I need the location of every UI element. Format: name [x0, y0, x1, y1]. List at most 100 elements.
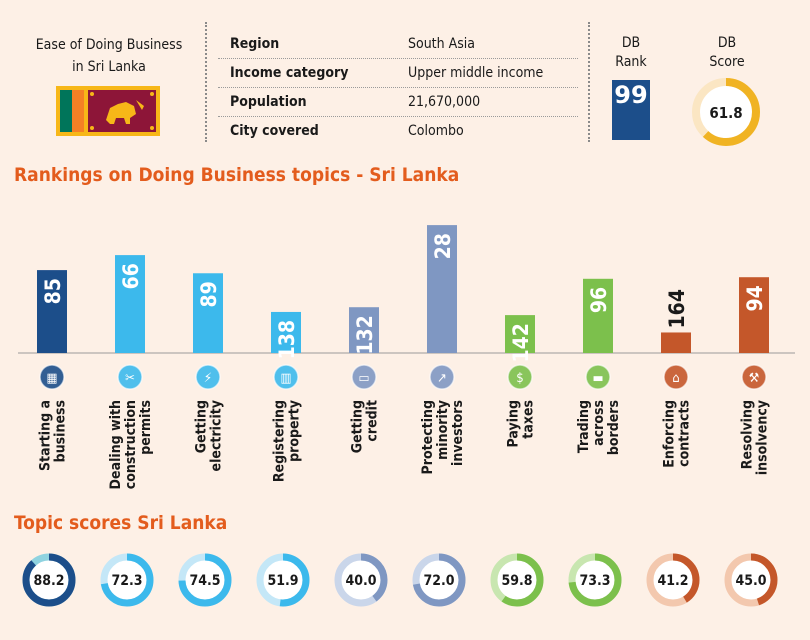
icon-glyph: ▭: [358, 371, 369, 386]
topic-score-donut: 45.0: [724, 553, 778, 607]
divider-left: [205, 22, 207, 142]
category-label-line: contracts: [677, 400, 693, 467]
report-title-line2: in Sri Lanka: [72, 59, 146, 75]
topic-score-donut: 59.8: [490, 553, 544, 607]
header: Ease of Doing Business in Sri Lanka Regi…: [0, 0, 810, 158]
divider-right: [588, 22, 590, 142]
db-score-donut: 61.8: [692, 78, 760, 146]
category-label: Starting a business: [38, 400, 69, 471]
score-label: 72.0: [423, 573, 454, 589]
score-arc: [100, 553, 154, 607]
sri-lanka-flag: [56, 86, 160, 136]
topic-score-donut: 40.0: [334, 553, 388, 607]
category-label-line: Protecting: [420, 400, 436, 474]
bar-10: [739, 277, 769, 353]
category-label-line: Starting a: [38, 400, 54, 471]
score-arc: [256, 553, 310, 607]
info-row-income: Income category Upper middle income: [218, 59, 578, 88]
db-rank-value: 99: [612, 80, 650, 140]
info-key: Population: [230, 94, 307, 110]
icon-glyph: $: [516, 371, 523, 386]
bar-value-label: 66: [119, 263, 143, 289]
icon-glyph: ▥: [280, 371, 291, 386]
category-label-line: Dealing with: [108, 400, 124, 489]
icon-glyph: ⚒: [749, 371, 760, 386]
db-rank-label-line1: DB: [621, 35, 641, 51]
topic-score-donut: 72.0: [412, 553, 466, 607]
bar-4: [271, 311, 301, 353]
bar-value-label: 132: [353, 315, 377, 354]
icon-glyph: ⌂: [672, 371, 679, 386]
category-label: Protecting minority investors: [420, 400, 466, 474]
info-key: Region: [230, 36, 280, 52]
topic-score-donuts: 88.2 72.3 74.5 51.9 40.0 72.0 59.8 73.3 41.2 45.0: [22, 553, 778, 607]
category-label-line: permits: [138, 400, 154, 455]
score-arc: [334, 553, 388, 607]
category-label-line: insolvency: [755, 400, 771, 475]
category-label-line: borders: [606, 400, 622, 455]
category-label-line: Getting: [350, 400, 366, 453]
info-row-city: City covered Colombo: [218, 117, 578, 145]
info-value: 21,670,000: [408, 94, 481, 110]
score-label: 51.9: [267, 573, 298, 589]
bar-value-label: 138: [275, 320, 299, 359]
rankings-bar-chart: 85 66 89 138 132 28 142 96 164 94 ▦ ✂ ⚡ ▥ ▭ ↗ $ ▬ ⌂ ⚒ Star…: [18, 225, 795, 489]
bar-value-label: 142: [509, 323, 533, 362]
briefcase-icon: ▦: [39, 364, 65, 390]
topic-score-donut: 51.9: [256, 553, 310, 607]
bar-9: [661, 332, 691, 353]
bar-value-label: 85: [41, 278, 65, 304]
category-label-line: construction: [123, 400, 139, 489]
category-label-line: property: [287, 400, 303, 462]
db-rank-label: DB Rank: [606, 34, 656, 72]
icon-glyph: ↗: [437, 371, 447, 386]
trend-up-icon: ↗: [429, 364, 455, 390]
info-key: Income category: [230, 65, 349, 81]
score-arc: [568, 553, 622, 607]
score-arc: [22, 553, 76, 607]
gavel-icon: ⚒: [741, 364, 767, 390]
category-label: Getting credit: [350, 400, 381, 453]
bar-5: [349, 307, 379, 353]
db-score-label-line2: Score: [709, 54, 745, 70]
category-label-line: Paying: [506, 400, 522, 447]
category-label: Resolving insolvency: [740, 400, 771, 475]
info-value: South Asia: [408, 36, 475, 52]
category-label: Registering property: [272, 400, 303, 482]
bar-2: [115, 255, 145, 353]
buildings-icon: ▥: [273, 364, 299, 390]
score-label: 73.3: [579, 573, 610, 589]
bar-8: [583, 278, 613, 353]
info-value: Colombo: [408, 123, 464, 139]
rankings-title: Rankings on Doing Business topics - Sri …: [14, 164, 460, 186]
db-score-value: 61.8: [709, 104, 742, 122]
category-label-line: across: [591, 400, 607, 446]
db-score-label-line1: DB: [717, 35, 737, 51]
category-label-line: Trading: [576, 400, 592, 453]
category-label: Getting electricity: [194, 400, 225, 471]
bar-value-label: 28: [431, 233, 455, 259]
bar-value-label: 89: [197, 281, 221, 307]
bar-6: [427, 225, 457, 353]
score-arc: [646, 553, 700, 607]
score-label: 40.0: [345, 573, 376, 589]
score-label: 41.2: [657, 573, 688, 589]
category-label-line: Registering: [272, 400, 288, 482]
topic-score-donut: 88.2: [22, 553, 76, 607]
icon-glyph: ✂: [125, 371, 135, 386]
topic-score-donut: 73.3: [568, 553, 622, 607]
info-key: City covered: [230, 123, 319, 139]
bar-3: [193, 273, 223, 353]
bar-value-label: 94: [743, 285, 767, 311]
score-arc: [724, 553, 778, 607]
courthouse-icon: ⌂: [663, 364, 689, 390]
icon-glyph: ▬: [592, 371, 603, 386]
score-label: 59.8: [501, 573, 532, 589]
category-label-line: Getting: [194, 400, 210, 453]
category-label: Trading across borders: [576, 400, 622, 455]
score-label: 88.2: [33, 573, 64, 589]
bar-7: [505, 315, 535, 353]
category-label: Enforcing contracts: [662, 400, 693, 468]
icon-glyph: ⚡: [204, 371, 212, 386]
category-label-line: taxes: [521, 400, 537, 439]
